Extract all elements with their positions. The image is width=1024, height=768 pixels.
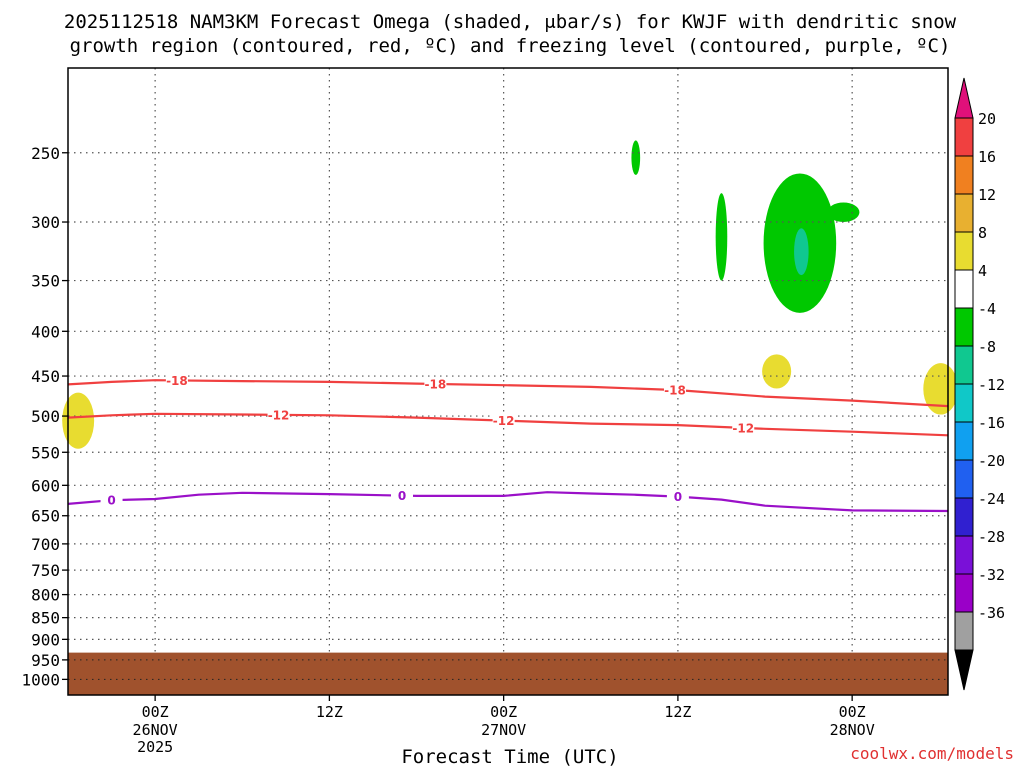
contour-label-background	[267, 407, 290, 422]
y-tick-label: 750	[31, 561, 60, 580]
omega-shaded-layer	[62, 140, 959, 449]
contour-label: -12	[268, 408, 290, 422]
omega-shaded-region	[923, 363, 959, 415]
x-tick-label: 12Z	[316, 703, 343, 721]
terrain-layer	[68, 652, 948, 695]
contour-label-background	[666, 489, 689, 504]
y-tick-label: 800	[31, 586, 60, 605]
y-tick-label: 900	[31, 630, 60, 649]
colorbar-label: 4	[978, 262, 987, 280]
colorbar-label: 8	[978, 224, 987, 242]
plot-frame	[67, 67, 949, 696]
y-tick-label: 850	[31, 609, 60, 628]
x-tick-year: 2025	[137, 738, 173, 756]
contour-line-minus12	[67, 412, 949, 437]
x-tick-date: 27NOV	[481, 721, 526, 739]
y-tick-label: 950	[31, 651, 60, 670]
contour-line-minus18	[67, 379, 949, 408]
x-tick-label: 00Z	[839, 703, 866, 721]
colorbar-swatch	[954, 497, 974, 537]
contour-label-background	[732, 420, 755, 435]
colorbar-swatch	[954, 231, 974, 271]
colorbar-swatch	[954, 117, 974, 157]
x-tick-label: 00Z	[142, 703, 169, 721]
colorbar-label: -28	[978, 528, 1005, 546]
colorbar-swatch	[954, 611, 974, 651]
y-tick-label: 450	[31, 367, 60, 386]
contour-label-background	[100, 493, 123, 508]
colorbar-swatch	[954, 421, 974, 461]
colorbar-label: 20	[978, 110, 996, 128]
contour-label: 0	[674, 490, 682, 504]
contour-label-background	[492, 413, 515, 428]
colorbar-swatch	[954, 345, 974, 385]
colorbar: 20 16 12 8 4 -4 -8 -12 -16 -20 -24 -28 -32 -36	[954, 77, 1005, 691]
colorbar-label: 12	[978, 186, 996, 204]
y-tick-label: 700	[31, 535, 60, 554]
y-tick-label: 500	[31, 407, 60, 426]
credit-text[interactable]: coolwx.com/models	[850, 744, 1014, 763]
y-tick-label: 350	[31, 272, 60, 291]
colorbar-swatch	[954, 155, 974, 195]
contour-label: -12	[732, 421, 754, 435]
contour-label-background	[390, 488, 413, 503]
contour-label: -18	[425, 377, 447, 391]
colorbar-label: -20	[978, 452, 1005, 470]
colorbar-label: -8	[978, 338, 996, 356]
contour-label: 0	[398, 489, 406, 503]
y-axis: 250 300 350 400 450 500 550 600 650 700 750 800 850 9…	[21, 144, 68, 689]
colorbar-label: -32	[978, 566, 1005, 584]
y-tick-label: 250	[31, 144, 60, 163]
colorbar-label: -36	[978, 604, 1005, 622]
contour-label-background	[424, 376, 447, 391]
contour-label: -12	[493, 414, 515, 428]
colorbar-swatch	[954, 459, 974, 499]
x-tick-date: 26NOV	[133, 721, 178, 739]
colorbar-swatch	[954, 573, 974, 613]
colorbar-arrow-top	[954, 77, 974, 119]
contour-label-background	[165, 373, 188, 388]
colorbar-swatch	[954, 383, 974, 423]
omega-shaded-region	[794, 228, 809, 276]
colorbar-swatch	[954, 269, 974, 309]
colorbar-label: -24	[978, 490, 1005, 508]
terrain-fill	[68, 652, 948, 695]
contour-label-background	[663, 383, 686, 398]
y-tick-label: 300	[31, 213, 60, 232]
colorbar-label: -12	[978, 376, 1005, 394]
colorbar-arrow-bottom	[954, 649, 974, 691]
omega-shaded-region	[715, 193, 728, 281]
colorbar-label: -4	[978, 300, 996, 318]
x-tick-label: 00Z	[490, 703, 517, 721]
colorbar-label: 16	[978, 148, 996, 166]
y-tick-label: 650	[31, 507, 60, 526]
contour-label: 0	[107, 494, 115, 508]
x-tick-date: 28NOV	[830, 721, 875, 739]
x-axis-label: Forecast Time (UTC)	[401, 746, 618, 768]
colorbar-swatch	[954, 535, 974, 575]
y-tick-label: 1000	[21, 670, 60, 689]
colorbar-swatch	[954, 193, 974, 233]
contour-line-0	[67, 491, 949, 513]
y-tick-label: 400	[31, 322, 60, 341]
colorbar-swatch	[954, 307, 974, 347]
y-tick-label: 550	[31, 443, 60, 462]
contour-label: -18	[664, 384, 686, 398]
x-tick-label: 12Z	[664, 703, 691, 721]
contour-layer: -18 -18 -18 -12 -12 -12 0 0 0	[67, 373, 949, 513]
y-tick-label: 600	[31, 476, 60, 495]
chart-title-line2: growth region (contoured, red, ºC) and f…	[70, 35, 951, 57]
omega-shaded-region	[631, 140, 641, 175]
omega-shaded-region	[827, 202, 860, 223]
colorbar-label: -16	[978, 414, 1005, 432]
omega-shaded-region	[62, 392, 95, 449]
omega-shaded-region	[762, 354, 792, 389]
chart-title-line1: 2025112518 NAM3KM Forecast Omega (shaded…	[64, 11, 957, 33]
contour-label: -18	[166, 374, 188, 388]
